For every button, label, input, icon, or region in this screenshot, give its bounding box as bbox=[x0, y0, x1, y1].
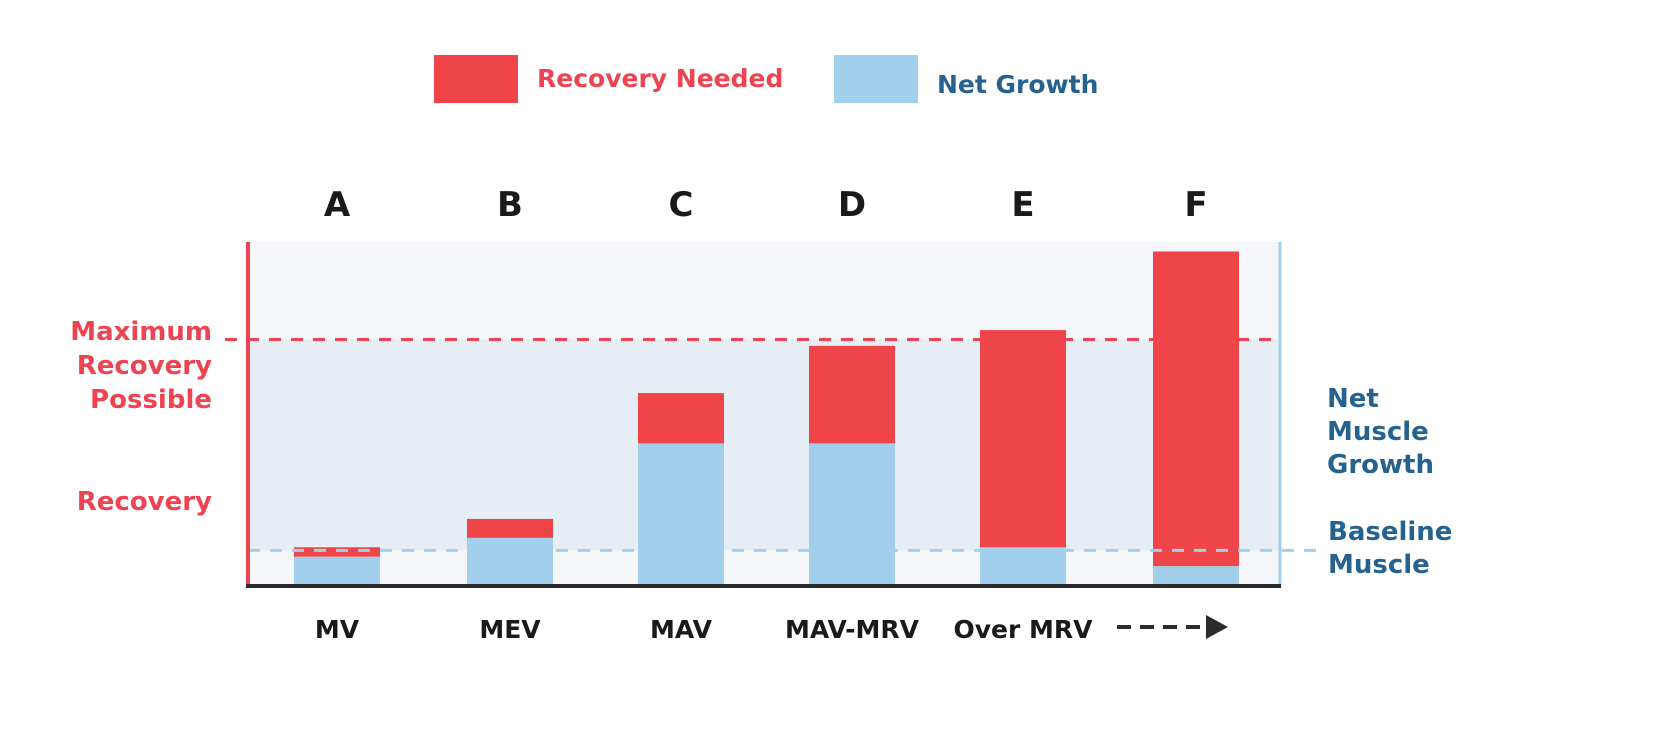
category-label-f: F bbox=[1184, 185, 1207, 225]
recovery-band bbox=[248, 339, 1280, 551]
bar-a-recovery-needed bbox=[294, 547, 380, 557]
category-label-e: E bbox=[1011, 185, 1034, 225]
bar-a-net-growth bbox=[294, 556, 380, 585]
bars bbox=[294, 251, 1239, 585]
net-muscle-growth-label-line-1: Net bbox=[1327, 384, 1379, 414]
bar-c-recovery-needed bbox=[638, 393, 724, 444]
net-muscle-growth-label-line-3: Growth bbox=[1327, 450, 1434, 480]
arrow-head-icon bbox=[1206, 615, 1228, 639]
category-label-a: A bbox=[324, 185, 351, 225]
dashed-right-arrow-icon bbox=[1117, 615, 1228, 639]
bar-f-net-growth bbox=[1153, 566, 1239, 585]
baseline-muscle-label-line-2: Muscle bbox=[1328, 550, 1430, 580]
bar-b-recovery-needed bbox=[467, 518, 553, 538]
bar-e-net-growth bbox=[980, 547, 1066, 585]
net-muscle-growth-label-line-2: Muscle bbox=[1327, 417, 1429, 447]
max-recovery-label-line-2: Recovery bbox=[77, 351, 212, 381]
plot-background bbox=[248, 242, 1280, 585]
bar-d-recovery-needed bbox=[809, 345, 895, 444]
category-label-d: D bbox=[838, 185, 866, 225]
bar-f-recovery-needed bbox=[1153, 251, 1239, 567]
legend-swatch-net-growth bbox=[834, 55, 918, 103]
bar-e-recovery-needed bbox=[980, 330, 1066, 548]
bar-b-net-growth bbox=[467, 537, 553, 585]
reference-lines bbox=[225, 338, 1320, 552]
bar-c-net-growth bbox=[638, 443, 724, 585]
max-recovery-label-line-1: Maximum bbox=[70, 317, 212, 347]
category-label-c: C bbox=[669, 185, 694, 225]
legend-swatch-recovery-needed bbox=[434, 55, 518, 103]
x-label-mav-mrv: MAV-MRV bbox=[785, 615, 920, 644]
max-recovery-label-line-3: Possible bbox=[90, 385, 212, 415]
bar-d-net-growth bbox=[809, 443, 895, 585]
x-label-mav: MAV bbox=[650, 615, 713, 644]
category-label-b: B bbox=[497, 185, 523, 225]
x-label-over-mrv: Over MRV bbox=[953, 615, 1093, 644]
legend-label-recovery-needed: Recovery Needed bbox=[537, 64, 783, 93]
category-labels: A B C D E F bbox=[324, 185, 1208, 225]
x-label-mv: MV bbox=[315, 615, 360, 644]
baseline-muscle-label-line-1: Baseline bbox=[1328, 517, 1452, 547]
legend-label-net-growth: Net Growth bbox=[937, 70, 1098, 99]
legend: Recovery Needed Net Growth bbox=[434, 55, 1098, 103]
axes bbox=[246, 242, 1282, 588]
x-label-mev: MEV bbox=[479, 615, 541, 644]
left-labels: Maximum Recovery Possible Recovery bbox=[70, 317, 212, 517]
recovery-label: Recovery bbox=[77, 487, 212, 517]
x-labels: MV MEV MAV MAV-MRV Over MRV bbox=[315, 615, 1093, 644]
